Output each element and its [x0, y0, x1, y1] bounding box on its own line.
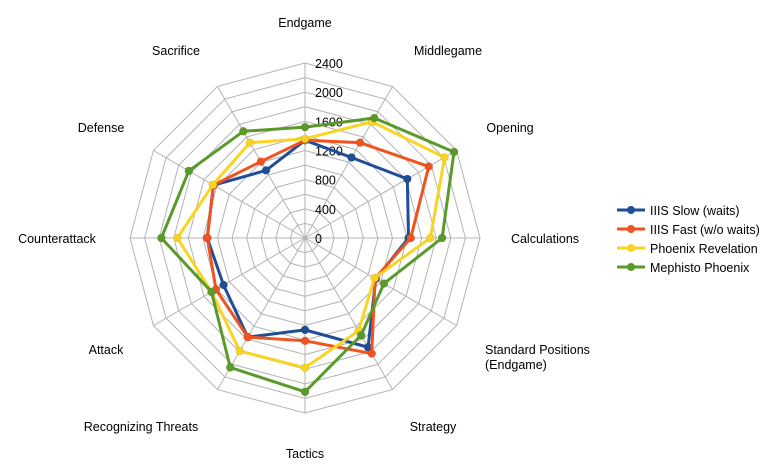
data-point	[256, 157, 266, 166]
data-point	[245, 138, 255, 147]
axis-label: Tactics	[286, 447, 324, 461]
axis-spoke	[304, 86, 393, 239]
legend-label: Mephisto Phoenix	[650, 261, 750, 275]
data-point	[437, 233, 447, 243]
data-point	[300, 134, 310, 144]
tick-label: 0	[315, 232, 322, 246]
axis-label: Standard Positions	[485, 343, 590, 357]
legend: IIIS Slow (waits) IIIS Fast (w/o waits) Ph…	[617, 204, 760, 275]
legend-marker	[627, 225, 635, 233]
data-point	[406, 233, 415, 243]
axis-label: Strategy	[410, 420, 457, 434]
tick-label: 2400	[315, 57, 343, 71]
tick-label: 800	[315, 174, 336, 188]
legend-marker	[627, 263, 635, 271]
axis-label: Middlegame	[414, 44, 482, 58]
axis-label: (Endgame)	[485, 358, 547, 372]
axis-label: Attack	[89, 343, 124, 357]
legend-item: Phoenix Revelation	[617, 242, 758, 256]
legend-marker	[627, 206, 635, 214]
data-point	[370, 113, 379, 123]
legend-item: IIIS Fast (w/o waits)	[617, 223, 760, 237]
data-point	[379, 279, 389, 288]
series-phoenix-revelation	[173, 117, 449, 373]
data-point	[403, 174, 412, 184]
legend-item: Mephisto Phoenix	[617, 261, 750, 275]
axis-label: Defense	[78, 121, 125, 135]
legend-label: IIIS Slow (waits)	[650, 204, 740, 218]
data-point	[219, 280, 228, 290]
data-point	[426, 233, 435, 243]
data-point	[300, 387, 310, 397]
axis-spoke	[304, 237, 393, 390]
axis-label: Opening	[486, 121, 533, 135]
axis-label: Endgame	[278, 16, 332, 30]
legend-marker	[627, 244, 635, 252]
data-point	[367, 349, 376, 358]
series-group	[157, 113, 459, 397]
data-point	[208, 180, 218, 190]
data-point	[300, 363, 310, 373]
legend-label: Phoenix Revelation	[650, 242, 758, 256]
data-point	[355, 138, 365, 147]
axis-label: Counterattack	[18, 232, 97, 246]
axis-label: Sacrifice	[152, 44, 200, 58]
data-point	[261, 166, 271, 175]
axis-labels: Endgame Middlegame Opening Calculations Stan…	[18, 16, 590, 461]
data-point	[203, 233, 212, 243]
data-point	[370, 273, 379, 283]
data-point	[440, 153, 449, 162]
data-point	[449, 147, 459, 157]
data-point	[226, 363, 235, 372]
data-point	[356, 330, 366, 340]
tick-label: 400	[315, 203, 336, 217]
legend-item: IIIS Slow (waits)	[617, 204, 740, 218]
data-point	[300, 336, 310, 346]
data-point	[184, 166, 194, 176]
axis-spoke	[153, 237, 306, 326]
tick-label: 2000	[315, 86, 343, 100]
axis-label: Calculations	[511, 232, 579, 246]
data-point	[300, 122, 310, 132]
data-point	[347, 153, 356, 162]
legend-label: IIIS Fast (w/o waits)	[650, 223, 760, 237]
series-mephisto-phoenix	[157, 113, 459, 397]
data-point	[235, 346, 244, 356]
axis-spoke	[153, 150, 306, 239]
data-point	[173, 233, 182, 243]
data-point	[207, 287, 216, 297]
data-point	[157, 233, 166, 243]
data-point	[300, 325, 310, 335]
data-point	[424, 162, 434, 171]
axis-label: Recognizing Threats	[84, 420, 198, 434]
data-point	[239, 127, 248, 136]
data-point	[243, 332, 253, 342]
